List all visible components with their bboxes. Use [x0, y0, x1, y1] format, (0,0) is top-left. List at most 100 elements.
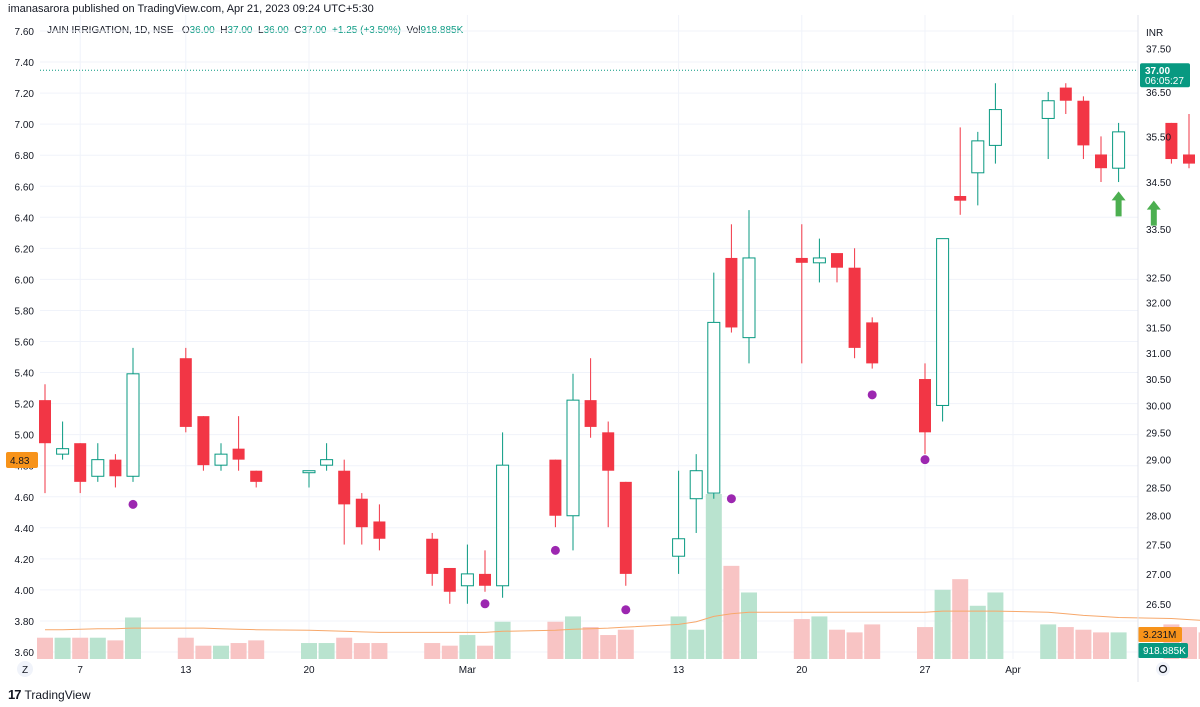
volume-bar: [459, 635, 476, 659]
candle-body-up: [214, 453, 228, 466]
candle-body-down: [795, 257, 808, 263]
candle-body-up: [566, 399, 580, 517]
volume-bar: [353, 643, 370, 659]
right-tick-label: 31.00: [1146, 349, 1171, 360]
volume-bar: [952, 579, 969, 659]
left-tick-label: 7.40: [15, 58, 35, 69]
candle-body-down: [426, 538, 439, 574]
candle-body-up: [91, 459, 105, 477]
signal-dot-marker: [128, 499, 138, 509]
right-tick-label: 31.50: [1146, 323, 1171, 334]
publisher-line: imanasarora published on TradingView.com…: [8, 3, 374, 15]
volume-bar: [917, 627, 933, 659]
candle-body-down: [479, 573, 491, 586]
volume-bar: [37, 637, 53, 659]
volume-bar: [864, 624, 881, 659]
right-axis-unit: INR: [1146, 28, 1163, 39]
candle-body-down: [109, 459, 122, 477]
volume-bar: [248, 640, 265, 659]
candle-body-down: [584, 400, 597, 427]
candle-body-down: [338, 470, 351, 505]
volume-bar: [829, 629, 845, 659]
candle-body-up: [1041, 100, 1055, 119]
volume-value-tag: 918.885K: [1143, 646, 1186, 657]
volume-bar: [107, 640, 124, 659]
right-tick-label: 27.00: [1146, 570, 1171, 581]
volume-bar: [987, 592, 1004, 659]
right-tick-label: 28.00: [1146, 512, 1171, 523]
candle-body-down: [725, 257, 738, 328]
left-value-tag: [6, 452, 38, 468]
volume-bar: [195, 645, 212, 659]
zoom-label: Z: [22, 665, 28, 676]
candle-body-up: [460, 573, 474, 587]
signal-dot-marker: [867, 390, 877, 400]
left-tick-label: 6.60: [15, 182, 35, 193]
left-tick-label: 5.60: [15, 338, 35, 349]
volume-bar: [1110, 632, 1127, 659]
candle-body-up: [936, 238, 950, 406]
candle-body-down: [355, 498, 368, 528]
candle-body-down: [1077, 100, 1090, 146]
left-tick-label: 3.80: [15, 617, 35, 628]
candle-body-down: [549, 459, 562, 516]
volume-bar: [54, 637, 71, 659]
signal-dot-marker: [550, 545, 560, 555]
candle-body-down: [39, 400, 51, 444]
volume-bar: [600, 635, 617, 659]
candle-body-down: [866, 322, 879, 364]
last-price-value: 37.00: [1145, 66, 1170, 77]
x-tick-label: 27: [919, 665, 931, 676]
candle-body-up: [707, 321, 721, 494]
candle-body-down: [1165, 122, 1178, 160]
candle-body-down: [602, 432, 615, 471]
right-tick-label: 33.50: [1146, 225, 1171, 236]
left-tick-label: 3.60: [15, 648, 35, 659]
right-tick-label: 32.50: [1146, 274, 1171, 285]
volume-bar: [846, 632, 863, 659]
candle-body-down: [831, 253, 843, 268]
x-tick-label: 13: [673, 665, 685, 676]
tradingview-branding[interactable]: 17 TradingView: [8, 687, 91, 702]
left-tick-label: 4.00: [15, 586, 35, 597]
volume-bar: [1093, 632, 1109, 659]
candle-body-down: [250, 470, 263, 482]
x-tick-label: Mar: [459, 665, 477, 676]
candle-body-up: [126, 373, 140, 477]
last-price-tag: [1140, 63, 1190, 88]
candle-body-up: [496, 464, 510, 587]
candle-body-down: [919, 379, 931, 433]
volume-bar: [1198, 632, 1200, 659]
candle-body-up: [689, 470, 703, 500]
volume-bar: [318, 643, 335, 659]
volume-bar: [934, 589, 951, 659]
candle-body-down: [74, 443, 87, 482]
gear-button: [1156, 662, 1170, 676]
left-tick-label: 5.20: [15, 400, 35, 411]
volume-bar: [213, 645, 229, 659]
left-tick-label: 5.80: [15, 306, 35, 317]
x-tick-label: 20: [796, 665, 808, 676]
candle-body-up: [320, 459, 334, 466]
volume-bar: [547, 621, 564, 659]
candle-body-down: [443, 567, 456, 592]
volume-bar: [441, 645, 458, 659]
candle-body-down: [373, 521, 386, 539]
right-tick-label: 29.50: [1146, 428, 1171, 439]
right-tick-label: 30.50: [1146, 375, 1171, 386]
right-tick-label: 36.50: [1146, 88, 1171, 99]
candle-body-down: [179, 358, 192, 427]
volume-bar: [688, 629, 705, 659]
signal-dot-marker: [726, 494, 736, 504]
volume-bar: [424, 643, 441, 659]
volume-bar: [72, 637, 89, 659]
candle-body-up: [672, 538, 686, 557]
right-tick-label: 34.50: [1146, 178, 1171, 189]
left-tick-label: 5.00: [15, 431, 35, 442]
right-tick-label: 26.50: [1146, 600, 1171, 611]
x-tick-label: 13: [180, 665, 192, 676]
volume-bar: [477, 645, 493, 659]
left-tick-label: 7.60: [15, 27, 35, 38]
right-tick-label: 35.50: [1146, 132, 1171, 143]
